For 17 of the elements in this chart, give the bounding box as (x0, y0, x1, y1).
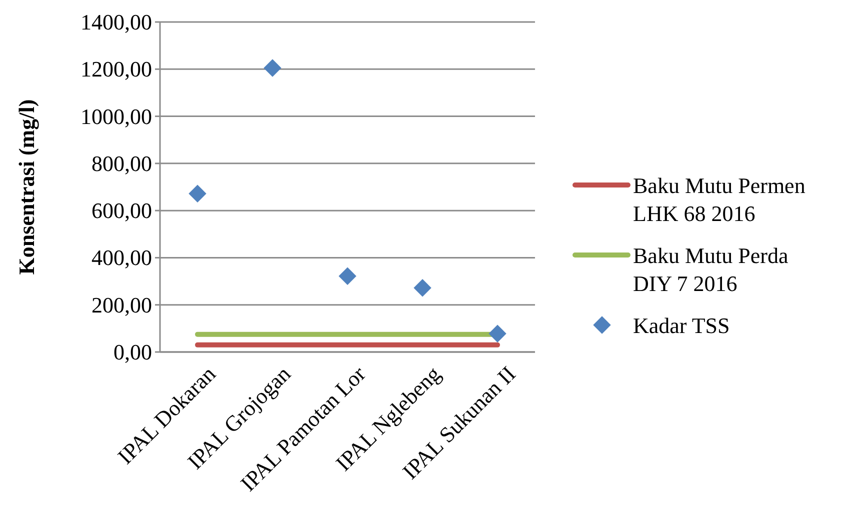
y-tick-label: 800,00 (92, 150, 152, 176)
y-tick-label: 600,00 (92, 198, 152, 224)
point (488, 324, 506, 342)
point (188, 184, 206, 202)
point (414, 279, 432, 297)
legend-label: Kadar TSS (633, 312, 730, 338)
y-tick-label: 0,00 (114, 340, 152, 364)
y-tick-label: 1400,00 (80, 10, 152, 34)
y-tick-label: 1200,00 (80, 56, 152, 82)
legend-label: Baku Mutu Permen LHK 68 2016 (633, 172, 806, 226)
y-tick-label: 400,00 (92, 245, 152, 270)
point (338, 267, 356, 285)
y-tick-label: 200,00 (92, 292, 152, 318)
y-axis-title: Konsentrasi (mg/l) (14, 99, 39, 275)
legend-label: Baku Mutu Perda DIY 7 2016 (633, 242, 788, 296)
point (264, 59, 282, 77)
y-tick-label: 1000,00 (80, 104, 152, 129)
